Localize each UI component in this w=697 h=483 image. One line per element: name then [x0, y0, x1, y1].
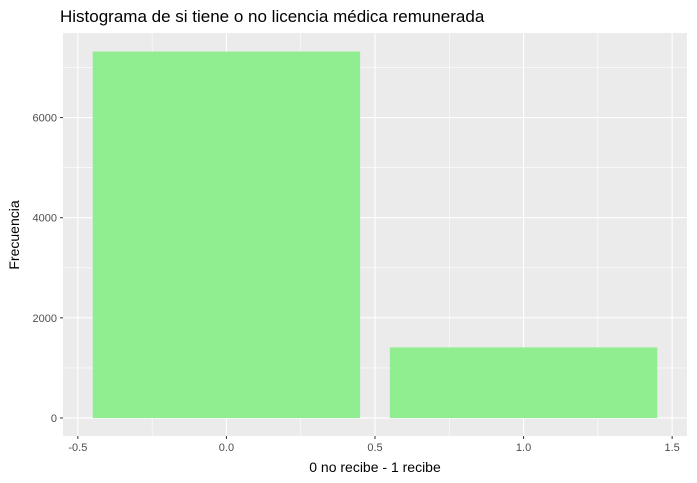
x-axis-title: 0 no recibe - 1 recibe — [309, 459, 441, 475]
bar-0 — [92, 51, 361, 418]
y-axis-title: Frecuencia — [6, 200, 22, 269]
y-tick-label: 0 — [51, 413, 57, 425]
y-tick-label: 4000 — [33, 213, 57, 225]
x-tick-label: 0.0 — [219, 442, 234, 454]
chart-title: Histograma de si tiene o no licencia méd… — [60, 7, 485, 26]
x-tick-label: 0.5 — [367, 442, 382, 454]
x-tick-label: 1.5 — [664, 442, 679, 454]
x-tick-label: -0.5 — [68, 442, 87, 454]
x-tick-label: 1.0 — [516, 442, 531, 454]
y-axis-ticks: 0 2000 4000 6000 — [33, 113, 63, 425]
bar-1 — [389, 347, 658, 418]
y-tick-label: 6000 — [33, 113, 57, 125]
y-tick-label: 2000 — [33, 313, 57, 325]
bars — [92, 51, 658, 418]
x-axis-ticks: -0.5 0.0 0.5 1.0 1.5 — [68, 436, 680, 454]
